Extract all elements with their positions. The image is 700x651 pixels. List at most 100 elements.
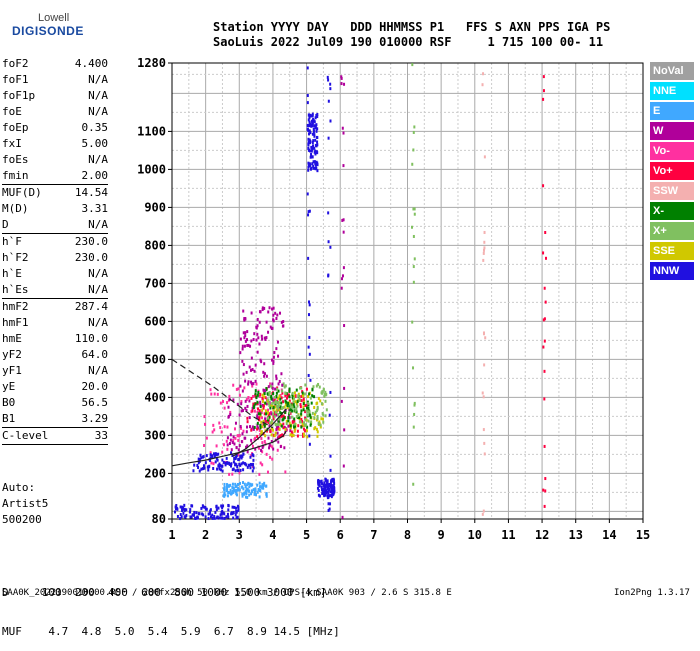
echo-point (262, 483, 265, 487)
echo-point (542, 97, 545, 101)
legend-item-sse: SSE (650, 242, 694, 260)
echo-point (300, 409, 303, 413)
echo-point (257, 412, 260, 416)
echo-point (303, 434, 306, 438)
echo-point (212, 423, 215, 427)
echo-point (231, 489, 234, 493)
legend-item-e: E (650, 102, 694, 120)
echo-point (482, 509, 485, 513)
echo-point (314, 138, 317, 142)
echo-point (227, 414, 230, 418)
echo-point (329, 502, 332, 506)
echo-point (261, 486, 264, 490)
echo-point (277, 417, 280, 421)
x-tick-label: 15 (636, 528, 650, 542)
echo-point (543, 504, 546, 508)
echo-point (259, 433, 262, 437)
param-row: foE N/A (0, 104, 112, 120)
echo-point (300, 399, 303, 403)
echo-point (288, 421, 291, 425)
echo-point (304, 429, 307, 433)
echo-point (260, 436, 263, 440)
echo-point (246, 495, 249, 499)
echo-point (222, 460, 225, 464)
echo-point (307, 148, 310, 152)
param-key: foF1p (2, 89, 36, 102)
echo-point (182, 511, 185, 515)
echo-point (237, 508, 240, 512)
echo-point (215, 444, 218, 448)
distance-row: D 100 200 400 600 800 1000 1500 3000 [km… (2, 586, 327, 599)
echo-point (278, 394, 281, 398)
echo-point (308, 300, 311, 304)
echo-point (293, 419, 296, 423)
param-row: M(D) 3.31 (0, 201, 112, 217)
echo-point (269, 325, 272, 329)
echo-point (277, 400, 280, 404)
echo-point (241, 454, 244, 458)
param-value: 110.0 (74, 332, 108, 345)
param-separator (2, 427, 108, 428)
echo-point (239, 351, 242, 355)
echo-point (273, 401, 276, 405)
echo-point (482, 251, 485, 255)
echo-point (234, 513, 237, 517)
echo-point (545, 256, 548, 260)
echo-point (297, 424, 300, 428)
echo-point (209, 515, 212, 519)
echo-point (245, 408, 248, 412)
echo-point (264, 396, 267, 400)
echo-point (269, 384, 272, 388)
x-tick-label: 12 (535, 528, 549, 542)
echo-point (327, 240, 330, 244)
echo-point (317, 488, 320, 492)
legend-item-vo: Vo- (650, 142, 694, 160)
echo-point (259, 400, 262, 404)
echo-point (316, 434, 319, 438)
echo-point (411, 320, 414, 324)
param-row: hmE 110.0 (0, 331, 112, 347)
echo-point (274, 410, 277, 414)
echo-point (245, 338, 248, 342)
echo-point (230, 462, 233, 466)
echo-point (317, 480, 320, 484)
echo-point (302, 427, 305, 431)
echo-point (237, 438, 240, 442)
echo-point (481, 83, 484, 87)
param-row: yF2 64.0 (0, 347, 112, 363)
echo-point (240, 462, 243, 466)
param-row: foEs N/A (0, 152, 112, 168)
echo-point (313, 124, 316, 128)
echo-point (291, 393, 294, 397)
param-value: N/A (88, 89, 108, 102)
echo-point (283, 425, 286, 429)
echo-point (275, 387, 278, 391)
echo-point (308, 303, 311, 307)
echo-point (284, 384, 287, 388)
echo-point (226, 494, 229, 498)
echo-point (312, 160, 315, 164)
echo-point (271, 307, 274, 311)
echo-point (247, 481, 250, 485)
echo-point (288, 404, 291, 408)
legend-item-w: W (650, 122, 694, 140)
echo-point (231, 468, 234, 472)
echo-point (218, 462, 221, 466)
param-row: foF1p N/A (0, 88, 112, 104)
echo-point (223, 482, 226, 486)
param-value: N/A (88, 153, 108, 166)
echo-point (274, 311, 277, 315)
echo-point (268, 393, 271, 397)
param-row: foEp 0.35 (0, 120, 112, 136)
echo-point (288, 411, 291, 415)
echo-point (202, 464, 205, 468)
echo-point (268, 443, 271, 447)
echo-point (313, 134, 316, 138)
echo-point (175, 503, 178, 507)
echo-point (179, 513, 182, 517)
echo-point (327, 211, 330, 215)
echo-point (300, 425, 303, 429)
echo-point (296, 429, 299, 433)
x-tick-label: 3 (236, 528, 243, 542)
echo-point (307, 401, 310, 405)
